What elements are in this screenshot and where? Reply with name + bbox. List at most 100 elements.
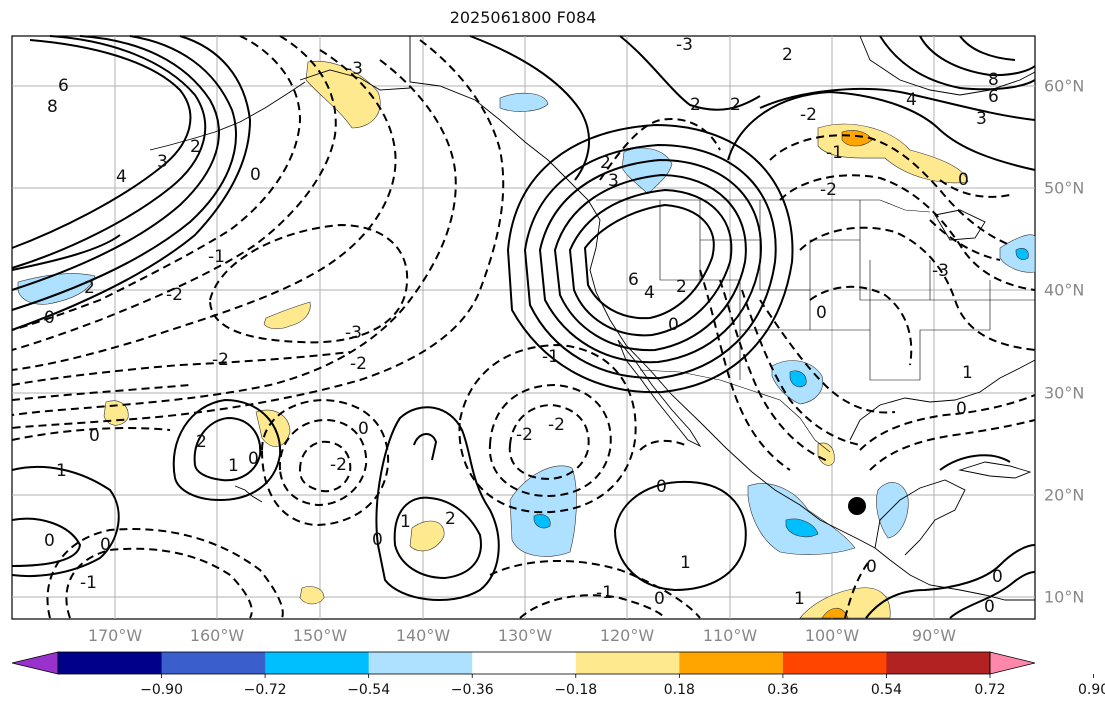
contour-label: -3 (346, 59, 363, 79)
latitude-label: 30°N (1044, 383, 1085, 403)
chart-title: 2025061800 F084 (449, 8, 597, 27)
contour-label: 0 (44, 531, 55, 551)
positive-anomaly-region (255, 409, 291, 447)
contour-label: 2 (690, 95, 701, 115)
contour-label: 4 (906, 90, 917, 110)
contour-line (865, 544, 1036, 619)
contour-line (458, 343, 637, 514)
ridge-contour (538, 158, 762, 364)
contour-label: 0 (984, 597, 995, 617)
contour-label: 3 (976, 109, 987, 129)
longitude-label: 130°W (497, 626, 553, 645)
contour-line (719, 279, 831, 463)
colorbar-tick-label: −0.72 (243, 682, 287, 698)
contour-label: -3 (932, 261, 949, 281)
contour-line (939, 179, 1011, 198)
contour-label: 0 (656, 477, 667, 497)
contour-line (260, 398, 390, 527)
contour-line (11, 465, 120, 578)
contour-label: -3 (345, 323, 362, 343)
contour-label: 1 (228, 456, 239, 476)
negative-anomaly-region (533, 514, 551, 529)
contour-line (375, 406, 500, 601)
colorbar-segment (161, 652, 266, 674)
contour-line (298, 440, 352, 493)
colorbar-segment (368, 652, 473, 674)
contour-line (278, 418, 368, 507)
contour-line (11, 35, 252, 331)
contour-line (919, 35, 1036, 77)
contour-label: 2 (782, 45, 793, 65)
contour-line (489, 559, 701, 619)
positive-anomaly-region (841, 130, 873, 147)
contour-label: -2 (516, 425, 533, 445)
positive-anomaly-region (799, 587, 891, 619)
ridge-contour (506, 123, 794, 394)
contour-label: 2 (84, 278, 95, 298)
contour-label: 2 (730, 95, 741, 115)
colorbar-tick-label: 0.90 (1077, 682, 1105, 698)
dashed-contours (11, 35, 1036, 619)
contour-line (769, 134, 1011, 246)
colorbar (11, 651, 1094, 678)
contour-label: 0 (654, 589, 665, 609)
contour-line (11, 351, 351, 386)
contour-label: -2 (166, 285, 183, 305)
contour-line (613, 480, 747, 592)
negative-anomaly-region (1015, 248, 1029, 260)
ridge-contour (583, 203, 715, 320)
contour-line (779, 174, 1036, 291)
ridge-contour (523, 143, 777, 380)
positive-anomaly-region (263, 301, 311, 330)
contour-line (46, 528, 284, 619)
contour-label: 0 (250, 165, 261, 185)
contour-line (11, 384, 191, 401)
contour-label: 8 (47, 97, 58, 117)
longitude-label: 120°W (599, 626, 655, 645)
colorbar-tick-label: −0.18 (554, 682, 598, 698)
negative-anomaly-region (747, 483, 856, 555)
contour-line (11, 234, 121, 271)
contour-label: 1 (680, 553, 691, 573)
negative-anomaly-region (876, 482, 909, 539)
latitude-label: 20°N (1044, 485, 1085, 505)
contour-line (11, 39, 192, 249)
contour-line (939, 454, 1011, 471)
contour-label: 0 (958, 170, 969, 190)
contour-label: -2 (330, 455, 347, 475)
contour-label: 2 (600, 153, 611, 173)
ridge-contour (553, 173, 747, 352)
latitude-label: 60°N (1044, 76, 1085, 96)
colorbar-segment (782, 652, 887, 674)
ridge-contour (568, 188, 733, 337)
colorbar-tick-label: 0.54 (870, 682, 903, 698)
longitude-label: 140°W (395, 626, 451, 645)
negative-anomaly-region (785, 518, 819, 538)
colorbar-max-extension (989, 651, 1036, 675)
contour-label: 0 (816, 303, 827, 323)
contour-label: -2 (800, 105, 817, 125)
contour-line (727, 90, 1036, 171)
positive-anomaly-region (821, 607, 849, 619)
contour-line (11, 517, 82, 567)
contour-line (869, 419, 1036, 471)
colorbar-tick-label: −0.36 (450, 682, 494, 698)
coastlines (149, 35, 1036, 601)
contour-line (929, 219, 1001, 261)
north-america-coastline (409, 36, 1035, 601)
contour-label: 2 (445, 509, 456, 529)
latitude-label: 50°N (1044, 178, 1085, 198)
negative-anomaly-region (499, 92, 549, 112)
colorbar-segment (679, 652, 784, 674)
colorbar-tick-label: 0.72 (974, 682, 1006, 698)
colorbar-segment (472, 652, 577, 674)
colorbar-tick-label: 0.18 (663, 682, 695, 698)
contour-line (11, 49, 397, 371)
contour-line (599, 118, 721, 181)
contour-label: 0 (248, 449, 259, 469)
positive-anomaly-region (409, 520, 445, 552)
longitude-label: 110°W (702, 626, 758, 645)
contour-line (844, 559, 871, 619)
contour-line (393, 496, 482, 580)
